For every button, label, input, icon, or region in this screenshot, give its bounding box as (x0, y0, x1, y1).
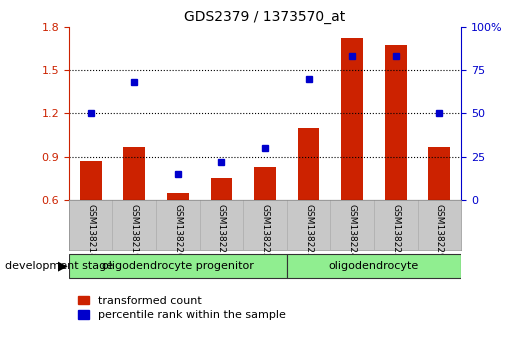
Text: oligodendrocyte: oligodendrocyte (329, 261, 419, 272)
Bar (341, 38, 363, 200)
Legend: transformed count, percentile rank within the sample: transformed count, percentile rank withi… (74, 292, 289, 324)
Text: oligodendrocyte progenitor: oligodendrocyte progenitor (102, 261, 254, 272)
Text: ▶: ▶ (58, 260, 67, 273)
Title: GDS2379 / 1373570_at: GDS2379 / 1373570_at (184, 10, 346, 24)
Bar (254, 167, 276, 200)
Text: GSM138222: GSM138222 (261, 204, 269, 259)
Bar (298, 128, 320, 200)
Text: GSM138224: GSM138224 (348, 204, 357, 259)
Bar (287, 255, 461, 278)
Text: GSM138223: GSM138223 (304, 204, 313, 259)
Text: GSM138225: GSM138225 (391, 204, 400, 259)
Text: GSM138221: GSM138221 (217, 204, 226, 259)
Text: GSM138229: GSM138229 (435, 204, 444, 259)
Text: GSM138218: GSM138218 (86, 204, 95, 259)
Bar (69, 255, 287, 278)
Bar (80, 161, 102, 200)
Bar (385, 45, 407, 200)
Bar (123, 147, 145, 200)
Bar (210, 178, 232, 200)
Bar (428, 147, 450, 200)
Text: development stage: development stage (5, 261, 113, 271)
Text: GSM138219: GSM138219 (130, 204, 139, 259)
Bar (167, 193, 189, 200)
Text: GSM138220: GSM138220 (173, 204, 182, 259)
